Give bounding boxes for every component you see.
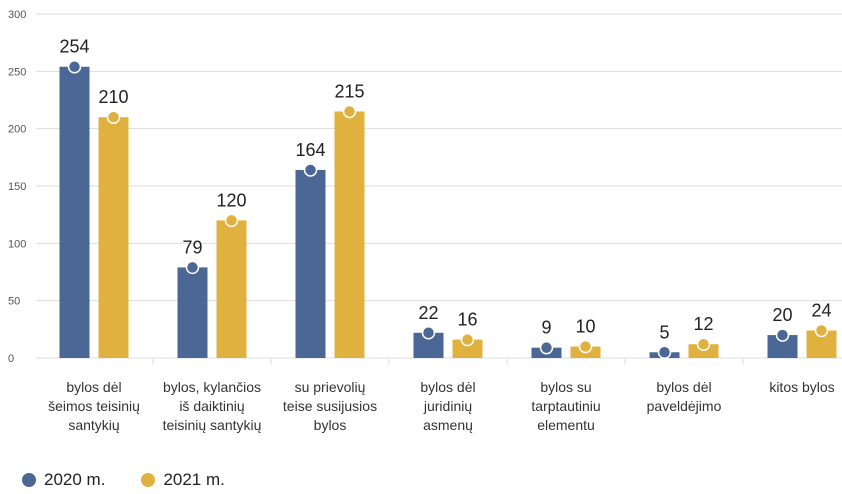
bar-marker	[460, 332, 475, 347]
data-label: 10	[575, 317, 595, 337]
legend-swatch-2021	[141, 473, 156, 487]
category-label: bylos su tarptautiniu elementu	[531, 379, 600, 433]
category-label: bylos dėl paveldėjimo	[647, 379, 722, 414]
category-label-line: šeimos teisinių	[48, 398, 140, 414]
y-tick-label: 250	[8, 66, 26, 78]
category-label-line: asmenų	[423, 417, 473, 433]
y-tick-label: 50	[8, 296, 20, 308]
legend-item-2020: 2020 m.	[22, 470, 105, 490]
data-label: 9	[541, 318, 551, 338]
category-label-line: bylos	[314, 417, 347, 433]
category-label-line: teisinių santykių	[163, 417, 262, 433]
data-label: 22	[418, 303, 438, 323]
data-label: 120	[216, 190, 246, 210]
bar-marker	[814, 323, 829, 338]
category-label-line: bylos, kylančios	[163, 379, 261, 395]
category-label: su prievolių teise susijusios bylos	[283, 379, 377, 433]
bar-marker	[657, 345, 672, 360]
category-label-line: tarptautiniu	[531, 398, 600, 414]
bar	[334, 111, 365, 358]
data-label: 210	[98, 87, 128, 107]
category-label: bylos dėl šeimos teisinių santykių	[48, 379, 140, 433]
legend: 2020 m. 2021 m.	[22, 470, 225, 490]
legend-label-2020: 2020 m.	[44, 470, 106, 489]
data-label: 215	[334, 81, 364, 101]
category-label-line: paveldėjimo	[647, 398, 722, 414]
category-label-line: elementu	[537, 417, 595, 433]
legend-item-2021: 2021 m.	[141, 470, 225, 490]
category-label-line: bylos dėl	[420, 379, 475, 395]
y-tick-label: 300	[8, 9, 26, 21]
data-label: 5	[659, 322, 669, 342]
data-label: 79	[182, 237, 202, 257]
bar	[767, 335, 798, 358]
category-label: bylos dėl juridinių asmenų	[420, 379, 475, 433]
bar-marker	[421, 326, 436, 340]
bar-marker	[224, 213, 239, 228]
y-tick-label: 200	[8, 124, 26, 136]
data-label: 20	[772, 305, 792, 325]
category-label-line: kitos bylos	[769, 379, 834, 395]
bar-marker	[106, 110, 121, 124]
bar-marker	[696, 337, 711, 351]
bar-marker	[185, 260, 200, 275]
category-label: bylos, kylančios iš daiktinių teisinių san…	[163, 379, 262, 433]
bar-marker	[539, 340, 554, 355]
bars-layer	[59, 59, 837, 360]
category-label: kitos bylos	[769, 379, 834, 395]
y-tick-label: 100	[8, 238, 26, 250]
category-label-line: bylos dėl	[656, 379, 711, 395]
bar	[177, 267, 208, 358]
bar-chart: 0 50 100 150 200 250 300 254 210 bylos dėl šeimos…	[8, 9, 842, 433]
bar-marker	[67, 59, 82, 74]
bar-marker	[303, 163, 318, 177]
y-tick-label: 0	[8, 353, 14, 365]
bar	[688, 344, 719, 358]
bar	[295, 169, 326, 358]
category-label-line: juridinių	[423, 398, 472, 414]
legend-swatch-2020	[22, 473, 36, 487]
bar	[98, 117, 129, 358]
category-label-line: bylos dėl	[66, 379, 121, 395]
bar-marker	[578, 339, 593, 354]
bar-marker	[775, 328, 790, 342]
category-label-line: iš daiktinių	[179, 398, 245, 414]
category-label-line: su prievolių	[295, 379, 366, 395]
category-label-line: santykių	[68, 417, 120, 433]
bar-marker	[342, 104, 357, 119]
grid-layer: 0 50 100 150 200 250 300	[8, 9, 842, 365]
legend-label-2021: 2021 m.	[163, 470, 225, 489]
bar	[59, 66, 90, 358]
data-label: 12	[693, 314, 713, 334]
data-label: 164	[295, 140, 325, 160]
data-label: 254	[59, 37, 89, 57]
bar	[216, 220, 247, 358]
y-tick-label: 150	[8, 181, 26, 193]
data-label: 16	[457, 310, 477, 330]
category-label-line: bylos su	[540, 379, 591, 395]
bar	[452, 339, 483, 358]
data-label: 24	[811, 300, 831, 320]
labels-layer: 254 210 bylos dėl šeimos teisinių santykių 79…	[48, 37, 835, 433]
category-label-line: teise susijusios	[283, 398, 377, 414]
